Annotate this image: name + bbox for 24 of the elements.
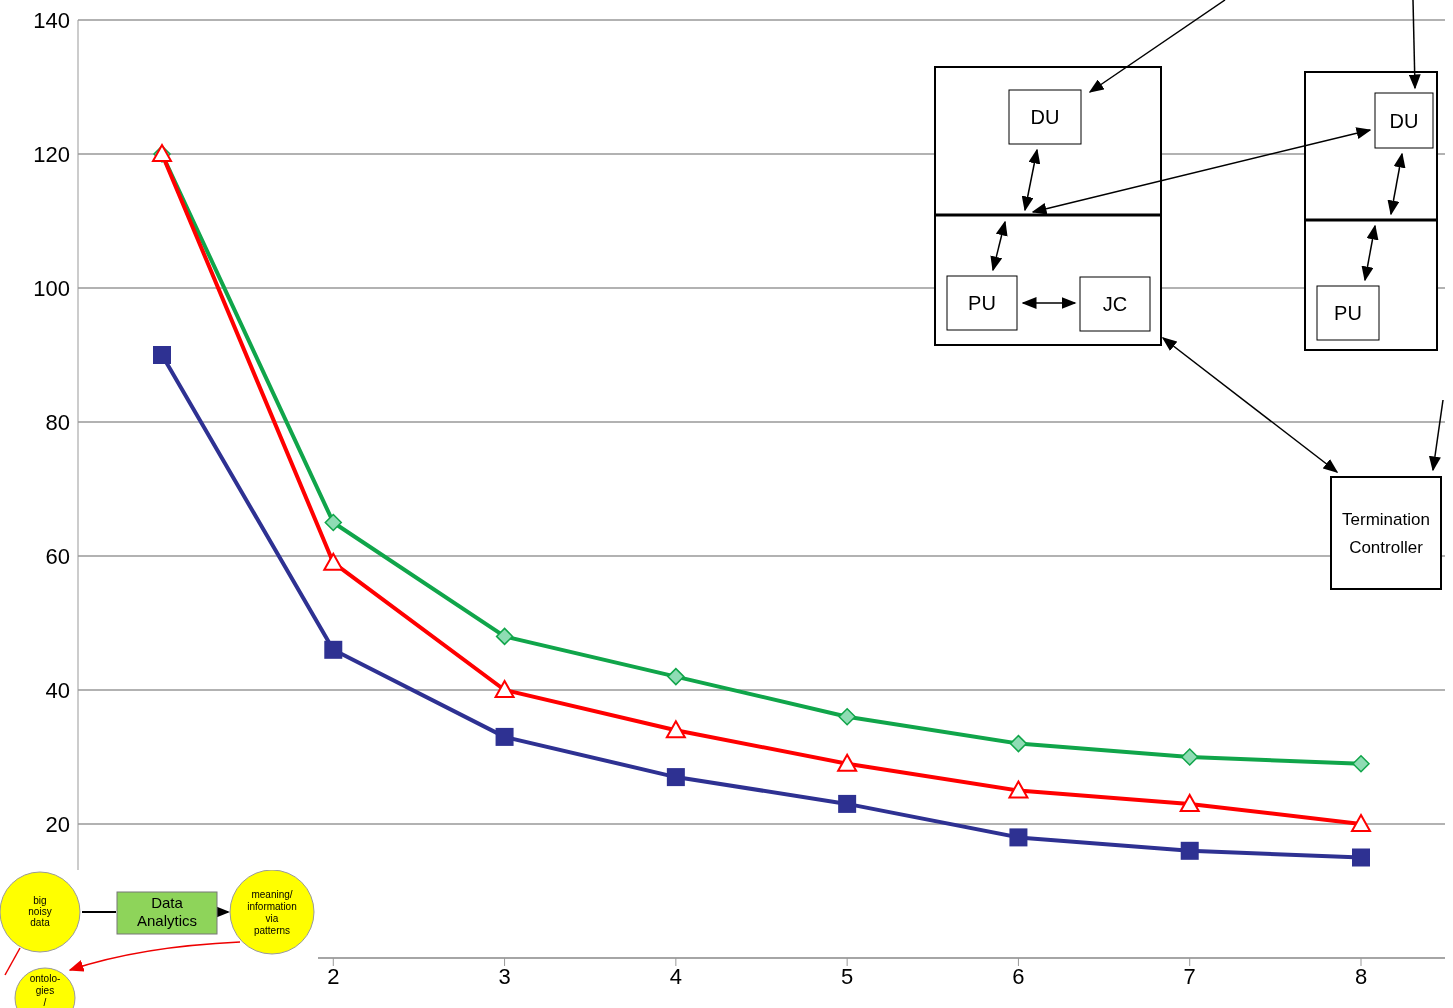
y-tick-label: 60 — [45, 543, 70, 569]
x-tick-label: 3 — [498, 963, 511, 989]
annotation: Termination Controller — [1342, 510, 1430, 557]
x-tick-label: 4 — [669, 963, 682, 989]
annotation: PU — [1334, 302, 1362, 324]
y-tick-label: 40 — [45, 677, 70, 703]
annotation: Data Analytics — [136, 894, 198, 929]
text: ontolo- gies / — [29, 973, 61, 1008]
x-tick-label: 2 — [327, 963, 340, 989]
y-tick-label: 80 — [45, 409, 70, 435]
annotation: JC — [1102, 293, 1128, 315]
annotation: DU — [1389, 110, 1419, 132]
text: big noisy data — [28, 895, 52, 928]
y-tick-label: 100 — [33, 275, 70, 301]
annotation: DU — [1030, 106, 1060, 128]
annotation: PU — [968, 292, 996, 314]
x-tick-label: 5 — [841, 963, 854, 989]
y-tick-label: 120 — [33, 141, 70, 167]
x-tick-label: 6 — [1012, 963, 1025, 989]
x-tick-label: 8 — [1354, 963, 1368, 989]
x-tick-label: 7 — [1183, 963, 1196, 989]
y-tick-label: 140 — [33, 7, 70, 33]
annotation: meaning/ information via patterns — [247, 889, 297, 936]
y-tick-label: 20 — [45, 811, 70, 837]
